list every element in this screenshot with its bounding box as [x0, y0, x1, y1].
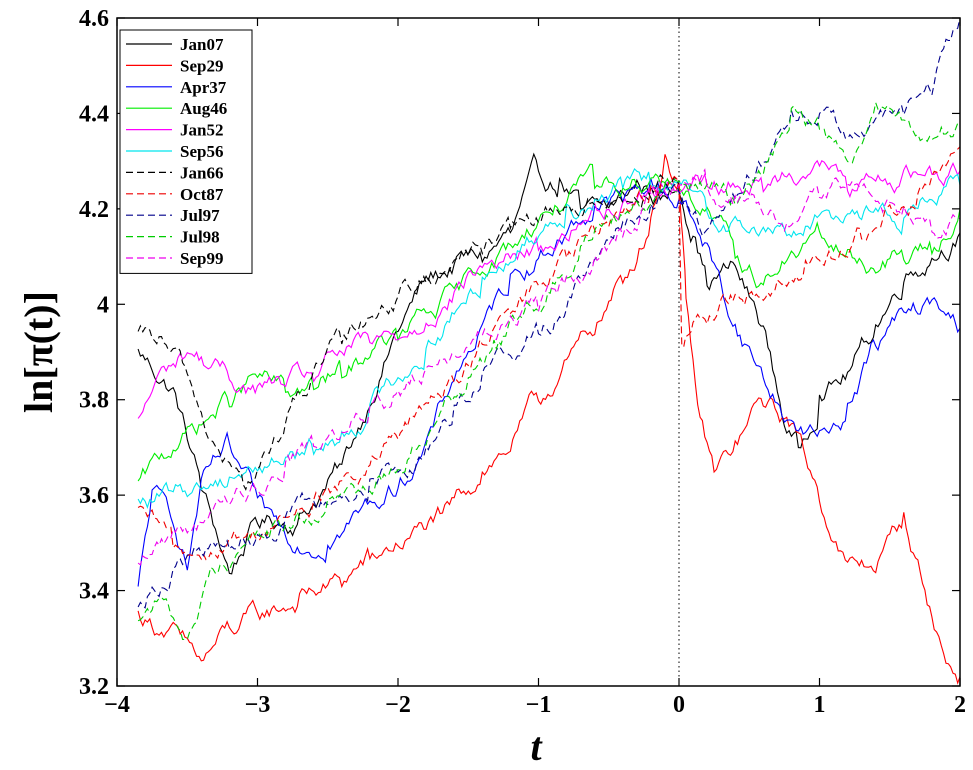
legend-box [119, 29, 253, 274]
series-line-jan07 [137, 152, 960, 575]
series-line-sep99 [137, 168, 960, 566]
series-line-apr37 [137, 178, 960, 587]
y-axis-label: ln[π(t)] [16, 291, 61, 413]
y-tick-label: 4 [97, 292, 109, 318]
legend-entry-jan52: Jan52 [180, 121, 223, 140]
legend-entry-sep29: Sep29 [180, 56, 223, 75]
series-line-jan52 [137, 159, 960, 419]
legend-entry-oct87: Oct87 [180, 185, 224, 204]
series-line-sep56 [137, 167, 960, 509]
series-line-jul98 [137, 100, 960, 640]
legend-entry-sep56: Sep56 [180, 142, 223, 161]
y-tick-label: 4.2 [79, 197, 109, 223]
x-tick-label: −3 [245, 692, 271, 718]
legend-entry-jul98: Jul98 [180, 228, 220, 247]
x-tick-label: −2 [385, 692, 411, 718]
x-tick-label: 0 [673, 692, 685, 718]
x-tick-label: 1 [814, 692, 826, 718]
x-tick-label: 2 [954, 692, 966, 718]
legend-entry-jul97: Jul97 [180, 206, 220, 225]
y-tick-label: 3.4 [79, 579, 109, 605]
y-tick-label: 3.8 [79, 388, 109, 414]
legend-entry-sep99: Sep99 [180, 249, 223, 268]
series-line-sep29 [137, 154, 960, 685]
series-line-jul97 [137, 18, 960, 609]
axes-layer: −4 −3 −2 −1 0 1 2 3.2 3.4 3.6 3.8 4 4.2 4.4 4.6 [79, 6, 966, 718]
x-tick-label: −1 [526, 692, 552, 718]
legend-entry-apr37: Apr37 [180, 78, 227, 97]
series-layer [117, 18, 960, 686]
series-line-jan66 [137, 174, 680, 491]
x-axis-label: t [530, 724, 543, 769]
y-tick-label: 3.6 [79, 483, 109, 509]
y-tick-label: 3.2 [79, 674, 109, 700]
y-tick-label: 4.6 [79, 6, 109, 32]
y-tick-label: 4.4 [79, 101, 109, 127]
legend-entry-aug46: Aug46 [180, 99, 227, 118]
x-tick-label: −4 [104, 692, 130, 718]
legend: Jan07 Sep29 Apr37 Aug46 Jan52 Sep56 Jan66 Oct87… [119, 29, 253, 274]
legend-entry-jan66: Jan66 [180, 163, 223, 182]
legend-entry-jan07: Jan07 [180, 35, 224, 54]
series-line-oct87 [137, 146, 960, 561]
